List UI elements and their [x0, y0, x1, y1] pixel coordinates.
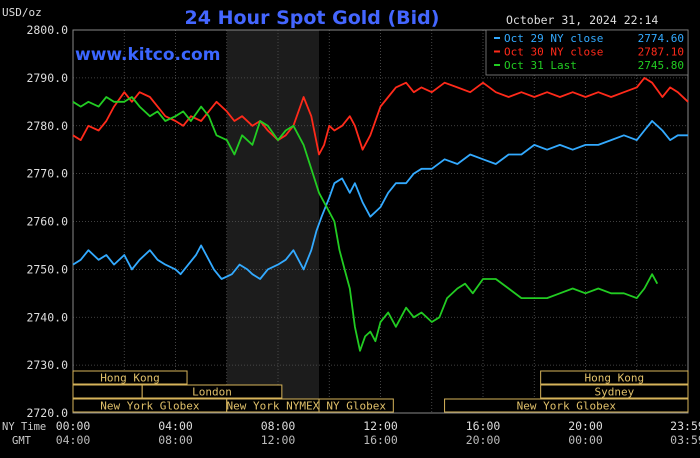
market-label: New York Globex	[100, 400, 200, 413]
series-line-2	[72, 96, 659, 352]
x-tick-gmt: 03:59	[670, 433, 700, 447]
y-tick-label: 2800.0	[26, 23, 68, 37]
y-axis-ticks: 2720.0 2730.0 2740.0 2750.0 2760.0 2770.0 2780…	[26, 23, 68, 420]
y-tick-label: 2770.0	[26, 167, 68, 181]
market-box	[540, 384, 689, 399]
legend-value-0: 2774.60	[638, 32, 684, 45]
x-tick-ny: 04:00	[158, 419, 193, 433]
x-tick-gmt: 08:00	[158, 433, 193, 447]
x-tick-ny: 12:00	[363, 419, 398, 433]
y-tick-label: 2760.0	[26, 215, 68, 229]
y-tick-label: 2720.0	[26, 406, 68, 420]
x-axis-ticks: 00:0004:0004:0008:0008:0012:0012:0016:00…	[56, 419, 700, 447]
market-label: New York Globex	[517, 400, 617, 413]
market-label: Sydney	[594, 386, 634, 399]
legend-name-1: Oct 30 NY close	[504, 46, 603, 59]
y-tick-label: 2790.0	[26, 71, 68, 85]
x-tick-ny: 20:00	[568, 419, 603, 433]
chart-title: 24 Hour Spot Gold (Bid)	[185, 7, 440, 29]
gmt-label: GMT	[12, 435, 32, 447]
market-box	[72, 370, 188, 385]
market-label: New York NYMEX	[227, 400, 320, 413]
series-layer	[72, 77, 689, 352]
watermark: www.kitco.com	[75, 45, 220, 65]
nymex-session-shade	[226, 30, 319, 413]
series-line-1	[72, 77, 689, 156]
y-tick-label: 2730.0	[26, 358, 68, 372]
market-box	[141, 384, 283, 399]
legend-name-0: Oct 29 NY close	[504, 32, 603, 45]
x-tick-gmt: 00:00	[568, 433, 603, 447]
legend: Oct 29 NY close 2774.60 Oct 30 NY close 278…	[485, 29, 689, 76]
plot-frame	[72, 29, 689, 414]
legend-value-1: 2787.10	[638, 46, 684, 59]
market-box	[318, 398, 394, 413]
y-tick-label: 2750.0	[26, 262, 68, 276]
x-tick-gmt: 12:00	[261, 433, 296, 447]
ny-time-label: NY Time	[2, 421, 46, 433]
x-tick-ny: 08:00	[261, 419, 296, 433]
legend-value-2: 2745.80	[638, 59, 684, 72]
y-axis-label: USD/oz	[2, 6, 42, 19]
x-tick-ny: 00:00	[56, 419, 91, 433]
market-label: Hong Kong	[100, 372, 160, 385]
y-tick-label: 2740.0	[26, 310, 68, 324]
market-box	[72, 384, 143, 399]
market-box	[540, 370, 689, 385]
timestamp: October 31, 2024 22:14	[506, 13, 658, 27]
legend-box	[485, 29, 689, 76]
legend-name-2: Oct 31 Last	[504, 59, 577, 72]
x-tick-ny: 16:00	[466, 419, 501, 433]
x-tick-gmt: 20:00	[466, 433, 501, 447]
x-tick-gmt: 16:00	[363, 433, 398, 447]
market-label: London	[192, 386, 232, 399]
x-tick-gmt: 04:00	[56, 433, 91, 447]
market-label: NY Globex	[326, 400, 386, 413]
market-label: Hong Kong	[585, 372, 645, 385]
series-line-0	[72, 120, 688, 280]
y-tick-label: 2780.0	[26, 119, 68, 133]
market-box	[444, 398, 689, 413]
x-tick-ny: 23:59	[670, 419, 700, 433]
